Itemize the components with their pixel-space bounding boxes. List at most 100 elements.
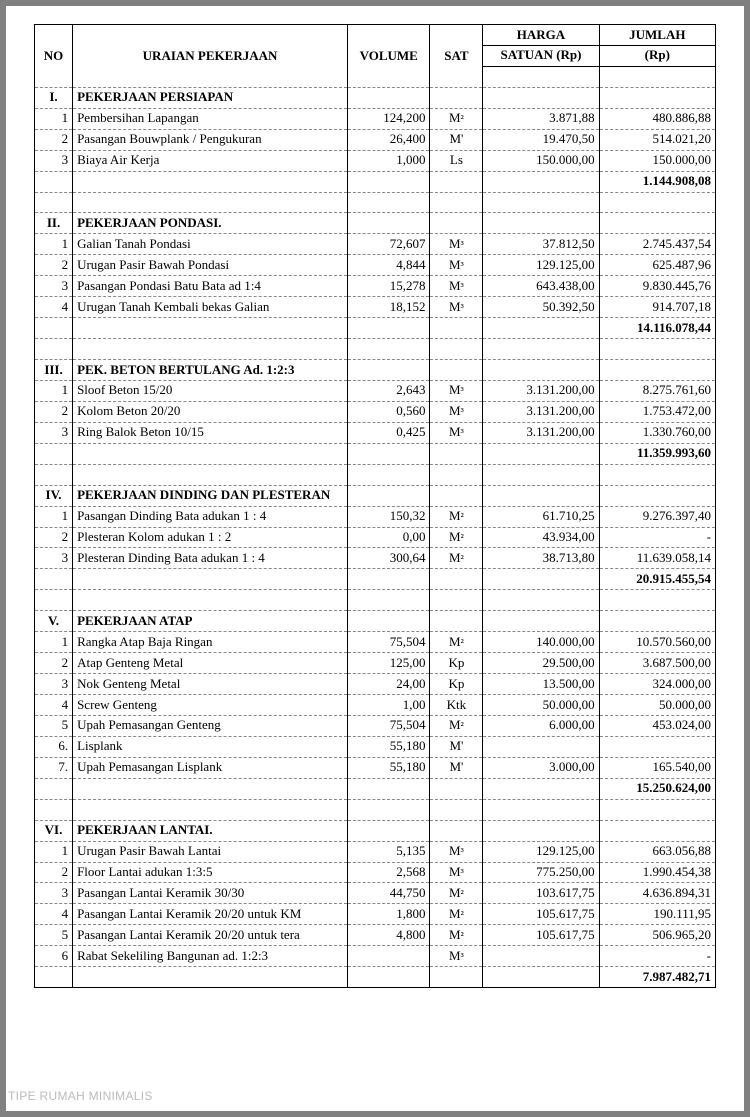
cell-volume: 2,643 [348,380,430,401]
cell-desc: Pasangan Bouwplank / Pengukuran [73,129,348,150]
cell-sat: M [430,841,483,862]
spacer-row [35,66,716,87]
item-row: 6.Lisplank55,180M' [35,736,716,757]
cell-volume: 0,425 [348,422,430,443]
cell-volume: 55,180 [348,757,430,778]
cell-volume: 5,135 [348,841,430,862]
section-title: PEKERJAAN LANTAI. [73,820,348,841]
item-row: 5Pasangan Lantai Keramik 20/20 untuk ter… [35,925,716,946]
cell-jumlah: 2.745.437,54 [599,234,715,255]
cell-sat: M [430,715,483,736]
cell-volume: 72,607 [348,234,430,255]
cell-desc: Pasangan Lantai Keramik 20/20 untuk tera [73,925,348,946]
cell-desc: Pembersihan Lapangan [73,108,348,129]
cell-no: 2 [35,255,73,276]
cell-harga: 775.250,00 [483,862,599,883]
cell-jumlah: 4.636.894,31 [599,883,715,904]
th-harga: HARGA [483,25,599,46]
item-row: 3Pasangan Pondasi Batu Bata ad 1:415,278… [35,276,716,297]
item-row: 1Galian Tanah Pondasi72,607M37.812,502.7… [35,234,716,255]
page-frame: NO URAIAN PEKERJAAN VOLUME SAT HARGA JUM… [0,0,750,1117]
cell-no: 3 [35,674,73,695]
subtotal-row: 14.116.078,44 [35,318,716,339]
subtotal-value: 15.250.624,00 [599,778,715,799]
cell-desc: Ring Balok Beton 10/15 [73,422,348,443]
cell-jumlah: 506.965,20 [599,925,715,946]
cell-volume: 1,800 [348,904,430,925]
cell-sat: M [430,925,483,946]
item-row: 4Urugan Tanah Kembali bekas Galian18,152… [35,297,716,318]
cell-volume: 15,278 [348,276,430,297]
cell-volume: 124,200 [348,108,430,129]
cell-sat: M [430,276,483,297]
cell-no: 4 [35,695,73,716]
cell-desc: Pasangan Dinding Bata adukan 1 : 4 [73,506,348,527]
cell-harga: 3.131.200,00 [483,422,599,443]
cell-desc: Floor Lantai adukan 1:3:5 [73,862,348,883]
cell-sat: M [430,506,483,527]
section-roman: I. [35,87,73,108]
cell-jumlah: 11.639.058,14 [599,548,715,569]
cell-harga: 43.934,00 [483,527,599,548]
item-row: 1Urugan Pasir Bawah Lantai5,135M129.125,… [35,841,716,862]
cell-sat: M' [430,757,483,778]
cell-volume [348,946,430,967]
item-row: 5Upah Pemasangan Genteng75,504M6.000,004… [35,715,716,736]
subtotal-value: 1.144.908,08 [599,171,715,192]
cell-sat: M [430,632,483,653]
cell-no: 7. [35,757,73,778]
cell-sat: M [430,380,483,401]
item-row: 2Urugan Pasir Bawah Pondasi4,844M129.125… [35,255,716,276]
section-roman: IV. [35,485,73,506]
cell-jumlah: 480.886,88 [599,108,715,129]
cell-sat: M [430,401,483,422]
cell-jumlah: 514.021,20 [599,129,715,150]
spacer-row [35,339,716,360]
cell-harga: 103.617,75 [483,883,599,904]
cell-volume: 75,504 [348,715,430,736]
cell-harga [483,946,599,967]
subtotal-row: 20.915.455,54 [35,569,716,590]
section-roman: V. [35,611,73,632]
section-title: PEKERJAAN ATAP [73,611,348,632]
th-no: NO [35,25,73,67]
section-header-row: I.PEKERJAAN PERSIAPAN [35,87,716,108]
cell-no: 3 [35,883,73,904]
cell-sat: M [430,234,483,255]
item-row: 1Rangka Atap Baja Ringan75,504M140.000,0… [35,632,716,653]
cell-harga: 19.470,50 [483,129,599,150]
cell-jumlah: 453.024,00 [599,715,715,736]
item-row: 4Pasangan Lantai Keramik 20/20 untuk KM1… [35,904,716,925]
subtotal-row: 1.144.908,08 [35,171,716,192]
th-sat: SAT [430,25,483,67]
item-row: 4Screw Genteng1,00Ktk50.000,0050.000,00 [35,695,716,716]
cell-desc: Pasangan Lantai Keramik 20/20 untuk KM [73,904,348,925]
cell-sat: Ktk [430,695,483,716]
section-roman: III. [35,360,73,381]
cell-no: 1 [35,841,73,862]
item-row: 3Plesteran Dinding Bata adukan 1 : 4300,… [35,548,716,569]
cell-volume: 26,400 [348,129,430,150]
cell-harga [483,736,599,757]
cell-no: 1 [35,108,73,129]
cell-desc: Sloof Beton 15/20 [73,380,348,401]
boq-table: NO URAIAN PEKERJAAN VOLUME SAT HARGA JUM… [34,24,716,988]
item-row: 3Ring Balok Beton 10/150,425M3.131.200,0… [35,422,716,443]
subtotal-row: 11.359.993,60 [35,443,716,464]
cell-harga: 105.617,75 [483,904,599,925]
section-roman: II. [35,213,73,234]
cell-jumlah: 914.707,18 [599,297,715,318]
cell-desc: Biaya Air Kerja [73,150,348,171]
item-row: 2Atap Genteng Metal125,00Kp29.500,003.68… [35,653,716,674]
cell-harga: 61.710,25 [483,506,599,527]
cell-jumlah: - [599,946,715,967]
item-row: 1Pasangan Dinding Bata adukan 1 : 4150,3… [35,506,716,527]
section-header-row: V.PEKERJAAN ATAP [35,611,716,632]
cell-volume: 2,568 [348,862,430,883]
section-header-row: II.PEKERJAAN PONDASI. [35,213,716,234]
cell-harga: 643.438,00 [483,276,599,297]
cell-desc: Screw Genteng [73,695,348,716]
cell-sat: Kp [430,653,483,674]
cell-no: 1 [35,380,73,401]
cell-jumlah: 324.000,00 [599,674,715,695]
